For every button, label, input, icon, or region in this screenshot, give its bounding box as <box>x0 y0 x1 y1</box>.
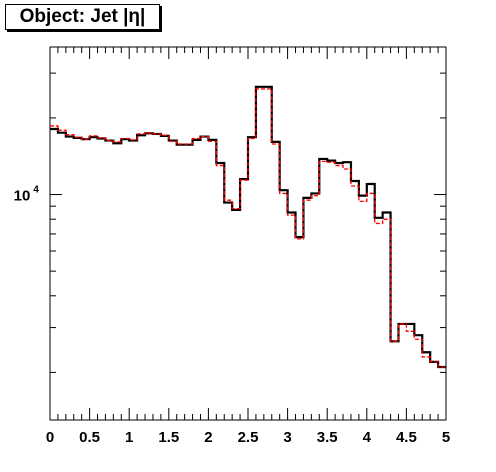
plot-frame-rect <box>49 46 447 421</box>
x-tick-label: 0.5 <box>79 429 100 446</box>
series-line-red-dashed <box>50 88 446 368</box>
plot-frame <box>49 46 447 421</box>
y-tick-label: 10 <box>14 188 31 205</box>
x-tick-label: 3 <box>283 429 291 446</box>
x-tick-label: 4.5 <box>396 429 417 446</box>
x-tick-label: 0 <box>46 429 54 446</box>
x-tick-label: 1.5 <box>158 429 179 446</box>
x-tick-label: 2.5 <box>238 429 259 446</box>
series-line-black-solid <box>50 85 446 369</box>
series-layer <box>50 85 446 369</box>
x-tick-label: 5 <box>442 429 450 446</box>
x-tick-label: 2 <box>204 429 212 446</box>
x-tick-label: 4 <box>363 429 372 446</box>
tick-labels: 0 0.5 1 1.5 2 2.5 3 3.5 4 4.5 510 4 <box>14 185 451 446</box>
x-tick-label: 3.5 <box>317 429 338 446</box>
axes <box>49 47 447 420</box>
x-tick-label: 1 <box>125 429 133 446</box>
chart-title: Object: Jet |η| <box>5 4 160 30</box>
y-tick-label-exponent: 4 <box>33 185 39 196</box>
